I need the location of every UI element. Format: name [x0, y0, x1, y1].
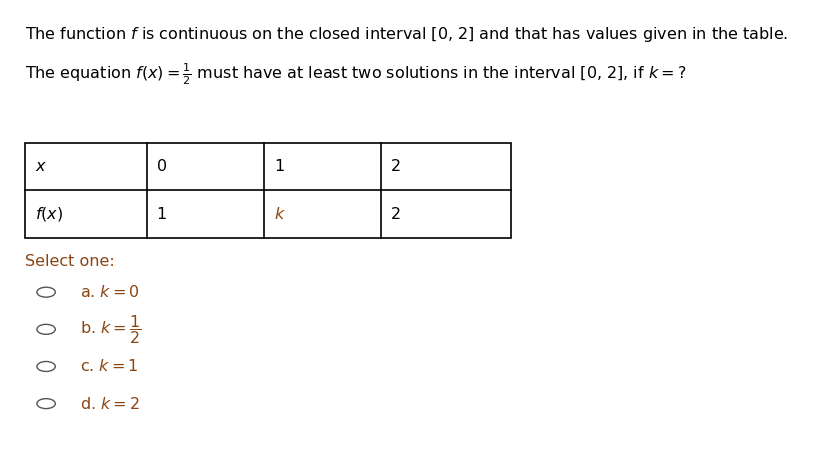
Text: d. $k = 2$: d. $k = 2$ — [80, 395, 139, 412]
Text: 1: 1 — [157, 207, 167, 222]
Circle shape — [37, 324, 55, 334]
Text: 0: 0 — [157, 159, 167, 174]
Text: a. $k = 0$: a. $k = 0$ — [80, 284, 139, 300]
Circle shape — [37, 361, 55, 371]
Text: $x$: $x$ — [35, 159, 47, 174]
Bar — [25, 143, 511, 238]
Text: Select one:: Select one: — [25, 254, 115, 269]
Text: 1: 1 — [274, 159, 284, 174]
Circle shape — [37, 287, 55, 297]
Text: The equation $f(x) = \frac{1}{2}$ must have at least two solutions in the interv: The equation $f(x) = \frac{1}{2}$ must h… — [25, 61, 686, 87]
Text: The function $f$ is continuous on the closed interval [0, 2] and that has values: The function $f$ is continuous on the cl… — [25, 25, 789, 44]
Text: c. $k = 1$: c. $k = 1$ — [80, 358, 138, 375]
Text: b. $k = \dfrac{1}{2}$: b. $k = \dfrac{1}{2}$ — [80, 313, 141, 346]
Text: 2: 2 — [391, 207, 401, 222]
Circle shape — [37, 399, 55, 409]
Text: $f(x)$: $f(x)$ — [35, 205, 64, 223]
Text: $k$: $k$ — [274, 206, 286, 222]
Text: 2: 2 — [391, 159, 401, 174]
